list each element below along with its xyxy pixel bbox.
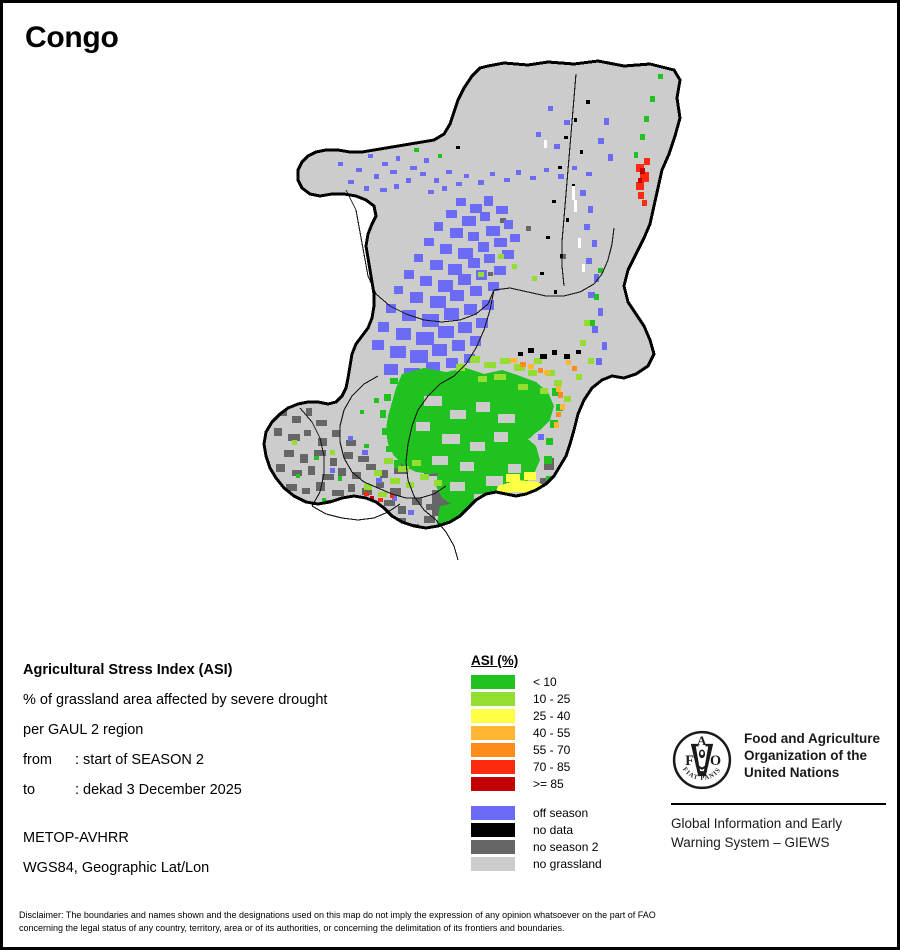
- fao-organization-name: Food and Agriculture Organization of the…: [744, 729, 880, 781]
- legend-label: 10 - 25: [533, 691, 571, 706]
- legend-swatch-icon: [471, 822, 515, 837]
- legend-swatch-icon: [471, 856, 515, 871]
- fao-org-line-2: Organization of the: [744, 748, 867, 763]
- info-period-from: from : start of SEASON 2: [23, 745, 453, 775]
- fao-header: F A O FIAT PANIS Food and Agriculture O: [671, 729, 886, 791]
- legend-row[interactable]: no season 2: [471, 838, 651, 855]
- giews-programme-name: Global Information and Early Warning Sys…: [671, 814, 886, 852]
- country-outline: [262, 59, 682, 530]
- legend-row[interactable]: 10 - 25: [471, 690, 651, 707]
- legend-row[interactable]: off season: [471, 804, 651, 821]
- info-projection: WGS84, Geographic Lat/Lon: [23, 860, 210, 876]
- legend-label: < 10: [533, 674, 557, 689]
- legend-label: no grassland: [533, 856, 602, 871]
- legend-row[interactable]: 25 - 40: [471, 707, 651, 724]
- layer-asi-70-plus: [364, 158, 650, 502]
- info-heading: Agricultural Stress Index (ASI): [23, 662, 233, 678]
- legend-row[interactable]: >= 85: [471, 775, 651, 792]
- legend-swatch-icon: [471, 759, 515, 774]
- info-description-line-2: per GAUL 2 region: [23, 722, 144, 738]
- svg-text:F: F: [685, 753, 694, 769]
- disclaimer: Disclaimer: The boundaries and names sho…: [19, 909, 887, 935]
- legend-swatch-icon: [471, 691, 515, 706]
- layer-hydrography: [544, 140, 585, 272]
- fao-logo-icon: F A O FIAT PANIS: [671, 729, 733, 791]
- legend-row[interactable]: no data: [471, 821, 651, 838]
- legend-swatch-icon: [471, 674, 515, 689]
- layer-asi-40-70: [510, 358, 577, 428]
- legend-title: ASI (%): [471, 653, 519, 668]
- admin-boundaries: [299, 73, 615, 561]
- page-title: Congo: [25, 21, 119, 54]
- legend-swatch-icon: [471, 708, 515, 723]
- giews-line-2: Warning System – GIEWS: [671, 835, 830, 850]
- legend-row[interactable]: 70 - 85: [471, 758, 651, 775]
- legend-swatch-icon: [471, 839, 515, 854]
- svg-text:A: A: [697, 733, 707, 748]
- info-spacer: [23, 805, 453, 823]
- legend-swatch-icon: [471, 805, 515, 820]
- info-sensor: METOP-AVHRR: [23, 830, 129, 846]
- legend-spacer: [471, 792, 651, 804]
- legend-label: no data: [533, 822, 574, 837]
- disclaimer-line-2: concerning the legal status of any count…: [19, 923, 565, 933]
- asi-map[interactable]: [188, 58, 728, 628]
- legend-label: off season: [533, 805, 589, 820]
- info-description-line-1: % of grassland area affected by severe d…: [23, 692, 328, 708]
- giews-line-1: Global Information and Early: [671, 816, 843, 831]
- legend-swatch-icon: [471, 725, 515, 740]
- fao-branding: F A O FIAT PANIS Food and Agriculture O: [671, 729, 886, 852]
- info-period-to: to : dekad 3 December 2025: [23, 775, 453, 805]
- layer-asi-10-25: [292, 254, 594, 497]
- fao-divider: [671, 803, 886, 805]
- legend-label: 40 - 55: [533, 725, 571, 740]
- legend-swatch-icon: [471, 742, 515, 757]
- map-info-block: Agricultural Stress Index (ASI) % of gra…: [23, 655, 453, 883]
- map-base-layer: [264, 61, 680, 528]
- disclaimer-line-1: Disclaimer: The boundaries and names sho…: [19, 910, 656, 920]
- info-from-value: : start of SEASON 2: [75, 752, 204, 768]
- legend-label: 25 - 40: [533, 708, 571, 723]
- fao-org-line-3: United Nations: [744, 765, 840, 780]
- legend-swatch-icon: [471, 776, 515, 791]
- info-to-key: to: [23, 782, 36, 798]
- info-from-key: from: [23, 752, 52, 768]
- fao-org-line-1: Food and Agriculture: [744, 731, 880, 746]
- legend-row[interactable]: no grassland: [471, 855, 651, 872]
- legend-row[interactable]: 40 - 55: [471, 724, 651, 741]
- legend-label: no season 2: [533, 839, 599, 854]
- map-legend: ASI (%) < 10 10 - 25 25 - 40 40 - 55 55 …: [471, 653, 651, 872]
- legend-row[interactable]: < 10: [471, 673, 651, 690]
- info-to-value: : dekad 3 December 2025: [75, 782, 242, 798]
- legend-label: 55 - 70: [533, 742, 571, 757]
- legend-label: 70 - 85: [533, 759, 571, 774]
- svg-text:O: O: [710, 753, 721, 769]
- legend-row[interactable]: 55 - 70: [471, 741, 651, 758]
- legend-label: >= 85: [533, 776, 564, 791]
